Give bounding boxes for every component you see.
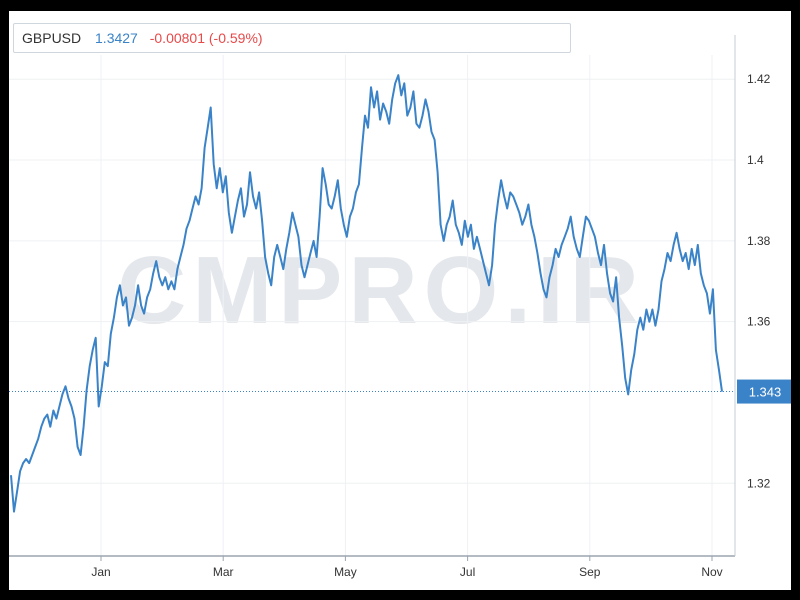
watermark-text: CMPRO.IR [117,237,645,344]
y-axis-ticks: 1.32 1.36 1.38 1.4 1.42 [747,72,771,490]
vertical-grid [100,55,713,556]
y-tick-label: 1.42 [747,72,771,86]
last-price-tag-label: 1.343 [749,385,782,400]
horizontal-grid [9,78,735,484]
x-tick-label: Jan [91,565,110,579]
symbol-label[interactable]: GBPUSD [22,30,82,46]
x-tick-label: May [334,565,357,579]
x-tick-label: Sep [579,565,601,579]
price-change-value: -0.00801 (-0.59%) [149,30,263,46]
y-tick-label: 1.36 [747,315,771,329]
y-tick-label: 1.4 [747,153,764,167]
x-axis-ticks: Jan Mar May Jul Sep Nov [91,556,723,579]
quote-header: GBPUSD 1.3427 -0.00801 (-0.59%) [13,23,571,53]
axes [9,35,736,557]
y-tick-label: 1.32 [747,476,771,490]
last-price-tag-bg [737,379,791,404]
price-chart[interactable]: CMPRO.IR Jan Mar May Jul Sep Nov 1.32 1.36 1.38… [9,11,791,590]
chart-panel: CMPRO.IR Jan Mar May Jul Sep Nov 1.32 1.36 1.38… [9,11,791,590]
last-price-value: 1.3427 [95,30,138,46]
x-tick-label: Nov [701,565,722,579]
last-price-tag: 1.343 [737,379,791,404]
gbpusd-price-line[interactable] [10,74,723,513]
y-tick-label: 1.38 [747,234,771,248]
x-tick-label: Jul [460,565,475,579]
x-tick-label: Mar [213,565,234,579]
